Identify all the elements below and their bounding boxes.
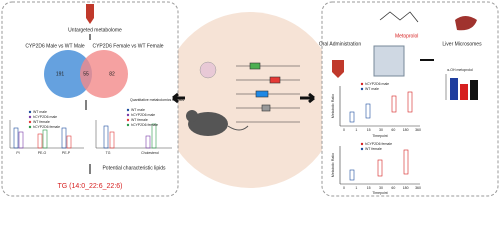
x-tick-label: 60 [391, 128, 395, 132]
time-chart-bottom [339, 146, 420, 185]
right-panel [321, 1, 499, 197]
x-tick-label: 30 [379, 186, 383, 190]
x-tick-label: 1 [355, 186, 357, 190]
axis-labels: PI PE-O PE-P [16, 151, 70, 155]
x-tick-label: 0 [343, 128, 345, 132]
legend-label: hCYP2D6 female [33, 125, 60, 129]
x-tick-label: PE-P [62, 151, 71, 155]
legend-swatch [28, 110, 32, 114]
legend-swatch [126, 113, 130, 117]
legend-swatch [28, 125, 32, 129]
metabolite-title: α-OH metoprolol [447, 68, 473, 72]
sample-label: Untargeted metabolome [68, 27, 122, 33]
legend-swatch [360, 147, 364, 151]
y-axis-label: Metabolic Ratio [331, 94, 335, 118]
center-backdrop [162, 12, 338, 188]
legend-label: WT female [131, 118, 148, 122]
arrow [300, 92, 315, 104]
legend-label: WT female [365, 147, 382, 151]
legend-label: WT female [33, 120, 50, 124]
legend-swatch [360, 82, 364, 86]
legend-label: WT male [33, 110, 47, 114]
legend-label: hCYP2D6 male [33, 115, 57, 119]
x-tick-label: 1 [355, 128, 357, 132]
highlight-lipid: TG (14:0_22:6_22:6) [58, 183, 123, 190]
legend-label: hCYP2D6 male [365, 82, 389, 86]
x-tick-label: PI [16, 151, 19, 155]
sample-tube [86, 4, 94, 24]
legend-swatch [126, 123, 130, 127]
mouse [188, 112, 228, 136]
y-axis-label: Metabolic Ratio [331, 153, 335, 177]
venn-number: 82 [109, 71, 115, 77]
x-axis-label: Timepoint [372, 191, 387, 195]
gene-constructs [236, 62, 300, 123]
x-tick-label: 180 [403, 128, 409, 132]
legend-swatch [28, 115, 32, 119]
mouse-head [186, 110, 198, 122]
molecule [379, 11, 419, 23]
venn-left [44, 50, 92, 98]
metabolite-bars [445, 74, 478, 100]
x-tick-label: 15 [367, 186, 371, 190]
x-tick-label: 30 [379, 128, 383, 132]
legend-swatch [126, 108, 130, 112]
venn-number: 55 [83, 71, 89, 77]
characteristic-label: Potential characteristic lipids [102, 165, 166, 171]
legend-swatch [360, 142, 364, 146]
x-tick-label: 15 [367, 128, 371, 132]
x-tick-label: 0 [343, 186, 345, 190]
axis-labels: TG Cholesterol [106, 151, 160, 155]
legend-label: hCYP2D6 female [131, 123, 158, 127]
legend-label: WT male [131, 108, 145, 112]
venn-number: 191 [56, 71, 65, 77]
time-chart-top [339, 86, 420, 127]
legend-swatch [360, 87, 364, 91]
x-tick-label: 360 [415, 128, 421, 132]
legend-swatch [126, 118, 130, 122]
left-panel [1, 1, 179, 197]
graphical-abstract: Untargeted metabolome CYP2D6 Male vs WT … [1, 1, 499, 197]
arrow [172, 92, 185, 104]
instrument [373, 45, 405, 77]
lipid-label: Quantitative metabolomics of lipids [130, 98, 184, 102]
x-tick-label: 360 [415, 186, 421, 190]
mouse-tail [227, 125, 249, 131]
sample-tube [332, 60, 344, 78]
embryo [199, 61, 217, 79]
venn-right-label: CYP2D6 Female vs WT Female [92, 43, 163, 49]
legend-label: hCYP2D6 female [365, 142, 392, 146]
x-tick-label: 180 [403, 186, 409, 190]
mini-chart-left [9, 120, 84, 149]
microsomes-label: Liver Microsomes [442, 41, 482, 47]
legend-label: WT male [365, 87, 379, 91]
mini-chart-right [95, 120, 172, 149]
drug-name: Metoprolol [395, 33, 418, 39]
x-tick-label: TG [106, 151, 111, 155]
x-tick-label: Cholesterol [141, 151, 159, 155]
legend-swatch [28, 120, 32, 124]
venn-right [80, 50, 128, 98]
legend-label: hCYP2D6 male [131, 113, 155, 117]
liver [455, 16, 477, 31]
x-tick-label: 60 [391, 186, 395, 190]
venn-left-label: CYP2D6 Male vs WT Male [25, 43, 85, 49]
oral-label: Oral Administration [319, 41, 361, 47]
x-axis-label: Timepoint [372, 134, 387, 138]
x-tick-label: PE-O [38, 151, 47, 155]
